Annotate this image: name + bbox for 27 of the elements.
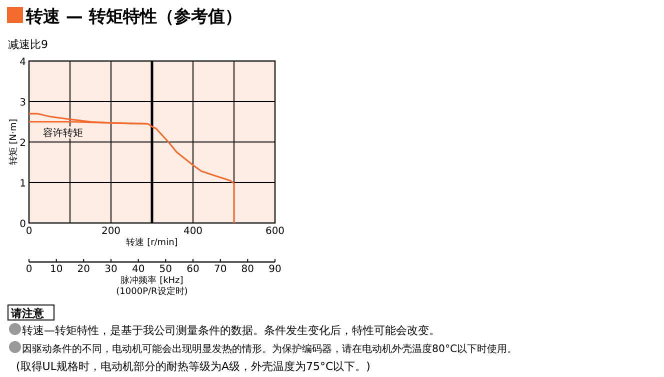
text: (1000P/R设定时) [116,286,188,297]
chart-title: 转速 — 转矩特性（参考值） [25,7,242,27]
text: 请注意 [10,307,45,320]
x-axis-title: 转速 [r/min] [126,237,178,248]
x2-tick-label: 90 [268,264,282,275]
y-axis-title: 转矩 [N·m] [8,118,19,166]
x2-tick-label: 30 [104,264,118,275]
x2-tick-label: 80 [241,264,254,275]
text: (取得UL规格时，电动机部分的耐热等级为A级，外壳温度为75°C以下。) [16,360,370,373]
x-tick-label: 400 [183,226,203,237]
x-tick-label: 600 [265,226,285,237]
y-tick-label: 4 [20,57,26,68]
text: 转速—转矩特性，是基于我公司测量条件的数据。条件发生变化后，特性可能会改变。 [22,324,440,337]
y-tick-label: 0 [20,219,26,230]
x2-tick-label: 50 [159,264,172,275]
x2-tick-label: 20 [77,264,90,275]
x2-tick-label: 70 [214,264,227,275]
x2-tick-label: 60 [186,264,200,275]
x2-tick-label: 40 [132,264,145,275]
y-tick-label: 3 [20,98,26,108]
x2-tick-label: 10 [50,264,63,275]
chart-subtitle: 减速比9 [8,38,48,51]
y-tick-label: 2 [20,138,26,149]
x2-axis-title: 脉冲频率 [kHz] [120,275,184,286]
y-tick-label: 1 [20,178,26,190]
x-tick-label: 200 [101,226,121,237]
text: 因驱动条件的不同，电动机可能会出现明显发热的情形。为保护编码器，请在电动机外壳温度80°C以下时使用。 [22,343,518,355]
